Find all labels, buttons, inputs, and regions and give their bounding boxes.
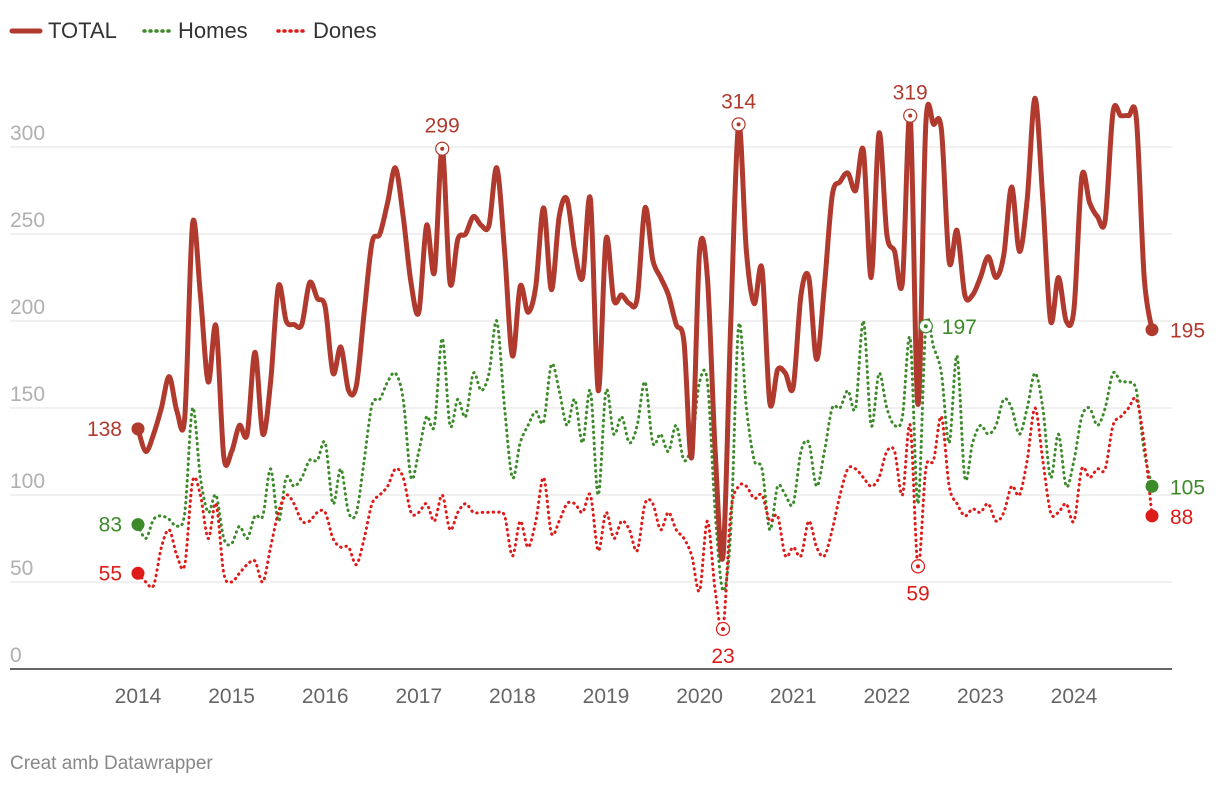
x-axis-ticks: 2014 2015 2016 2017 2018 2019 2020 2021 2022 2023… <box>115 685 1098 708</box>
annotation-label: 23 <box>711 645 734 668</box>
end-label-dones: 88 <box>1170 506 1193 529</box>
y-tick-label: 250 <box>10 209 45 232</box>
x-tick-label: 2021 <box>770 685 817 708</box>
y-tick-label: 50 <box>10 557 33 580</box>
x-tick-label: 2020 <box>676 685 723 708</box>
credit-text: Creat amb Datawrapper <box>10 753 213 774</box>
y-tick-label: 150 <box>10 383 45 406</box>
series-markers: 138 195 83 55 88 105 <box>87 320 1205 586</box>
x-tick-label: 2014 <box>115 685 162 708</box>
y-tick-label: 200 <box>10 296 45 319</box>
annotations: 299 314 319 197 23 59 <box>425 82 977 668</box>
y-tick-label: 100 <box>10 470 45 493</box>
x-tick-label: 2018 <box>489 685 536 708</box>
y-tick-label: 300 <box>10 122 45 145</box>
start-label-homes: 83 <box>99 514 122 537</box>
end-label-total: 195 <box>1170 320 1205 343</box>
annotation-dot <box>908 113 913 118</box>
annotation-label: 314 <box>721 90 756 113</box>
end-value-homes: 105 <box>1170 476 1205 499</box>
x-tick-label: 2023 <box>957 685 1004 708</box>
start-label-dones: 55 <box>99 562 122 585</box>
x-tick-label: 2015 <box>208 685 255 708</box>
series-lines <box>135 95 1155 634</box>
x-tick-label: 2022 <box>863 685 910 708</box>
end-dot-dones <box>1145 509 1159 523</box>
annotation-label: 319 <box>893 82 928 105</box>
legend-label-homes: Homes <box>178 18 248 43</box>
legend: TOTAL Homes Dones <box>9 18 377 43</box>
legend-label-total: TOTAL <box>48 18 117 43</box>
annotation-label: 59 <box>906 582 929 605</box>
series-line-total <box>135 95 1155 562</box>
annotation-dot <box>916 564 920 569</box>
legend-label-dones: Dones <box>313 18 377 43</box>
annotation-label: 197 <box>942 316 977 339</box>
annotation-label: 299 <box>425 115 460 138</box>
series-line-homes <box>136 316 1154 593</box>
annotation-dot <box>440 146 445 151</box>
annotation-dot <box>923 324 928 329</box>
annotation-dot <box>736 122 741 127</box>
end-dot-total <box>1145 323 1159 337</box>
start-dot-dones <box>131 566 145 580</box>
x-tick-label: 2016 <box>302 685 349 708</box>
start-label-total: 138 <box>87 418 122 441</box>
y-axis-ticks: 0 50 100 150 200 250 300 <box>10 122 45 667</box>
x-tick-label: 2024 <box>1051 685 1098 708</box>
start-dot-homes <box>131 518 145 532</box>
annotation-dot <box>721 626 725 631</box>
end-dot-homes <box>1145 479 1159 493</box>
start-dot-total <box>131 422 145 436</box>
x-tick-label: 2017 <box>395 685 442 708</box>
y-tick-label: 0 <box>10 644 22 667</box>
series-line-dones <box>136 396 1154 634</box>
x-tick-label: 2019 <box>583 685 630 708</box>
